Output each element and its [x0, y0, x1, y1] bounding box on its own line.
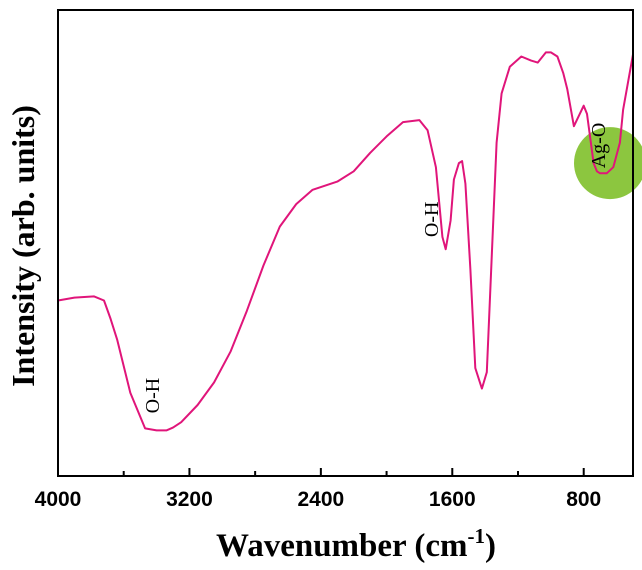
x-tick-label: 800 — [566, 488, 601, 511]
y-axis-title: Intensity (arb. units) — [5, 105, 41, 387]
annotation-label-0: O-H — [142, 378, 164, 414]
x-tick-label: 3200 — [166, 488, 213, 511]
x-axis-title-close: ) — [485, 528, 496, 564]
series-line-0 — [57, 51, 634, 432]
x-axis-title-sup: -1 — [467, 524, 485, 548]
plot-area — [57, 51, 642, 432]
x-axis-ticks: 4000 3200 2400 1600 800 — [35, 468, 601, 511]
x-tick-label: 4000 — [35, 488, 82, 511]
x-tick-label: 2400 — [297, 488, 344, 511]
x-tick-label: 1600 — [429, 488, 476, 511]
x-axis-title: Wavenumber (cm-1) — [216, 524, 496, 564]
annotations: O-H O-H Ag-O — [142, 123, 610, 414]
annotation-label-1: O-H — [421, 202, 443, 238]
x-axis-title-main: Wavenumber (cm — [216, 528, 467, 564]
annotation-label-2: Ag-O — [588, 123, 610, 169]
plot-frame — [57, 9, 634, 477]
